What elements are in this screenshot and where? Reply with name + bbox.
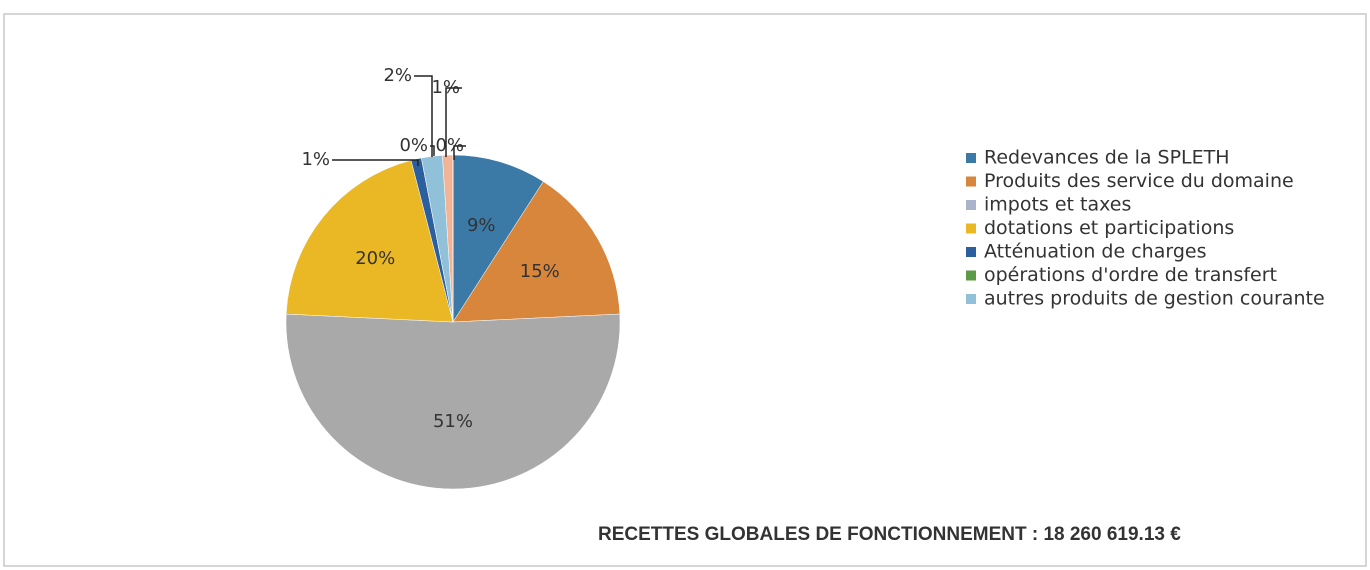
legend-swatch: [966, 223, 976, 234]
frame: [3, 13, 1367, 567]
data-label: 9%: [467, 215, 496, 236]
total-annotation: RECETTES GLOBALES DE FONCTIONNEMENT : 18…: [598, 524, 1181, 545]
pie-slice: [452, 154, 544, 323]
leader-line: [453, 145, 466, 160]
pie-slice: [452, 181, 621, 323]
data-label: 0%: [435, 135, 464, 156]
leader-line: [445, 87, 462, 157]
legend-swatch: [966, 247, 976, 257]
legend-label: Atténuation de charges: [984, 241, 1206, 263]
data-label: 0%: [399, 135, 428, 156]
legend-swatch: [966, 176, 976, 187]
pie-slice: [285, 313, 621, 490]
leader-line: [414, 75, 433, 157]
data-label: 2%: [383, 65, 412, 86]
legend-swatch: [966, 153, 976, 163]
legend-label: autres produits de gestion courante: [984, 288, 1325, 310]
leader-line: [332, 159, 419, 166]
legend-swatch: [966, 294, 976, 304]
data-label: 15%: [520, 261, 560, 282]
legend-label: Redevances de la SPLETH: [984, 147, 1230, 169]
legend-swatch: [966, 200, 976, 210]
data-label: 20%: [355, 248, 395, 269]
legend-label: impots et taxes: [984, 194, 1131, 216]
data-label: 51%: [433, 411, 473, 432]
legend-swatch: [966, 270, 976, 281]
legend-label: dotations et participations: [984, 217, 1234, 239]
pie-slice: [285, 160, 454, 323]
legend-label: opérations d'ordre de transfert: [984, 264, 1277, 286]
data-label: 1%: [301, 149, 330, 170]
legend-label: Produits des service du domaine: [984, 170, 1294, 192]
